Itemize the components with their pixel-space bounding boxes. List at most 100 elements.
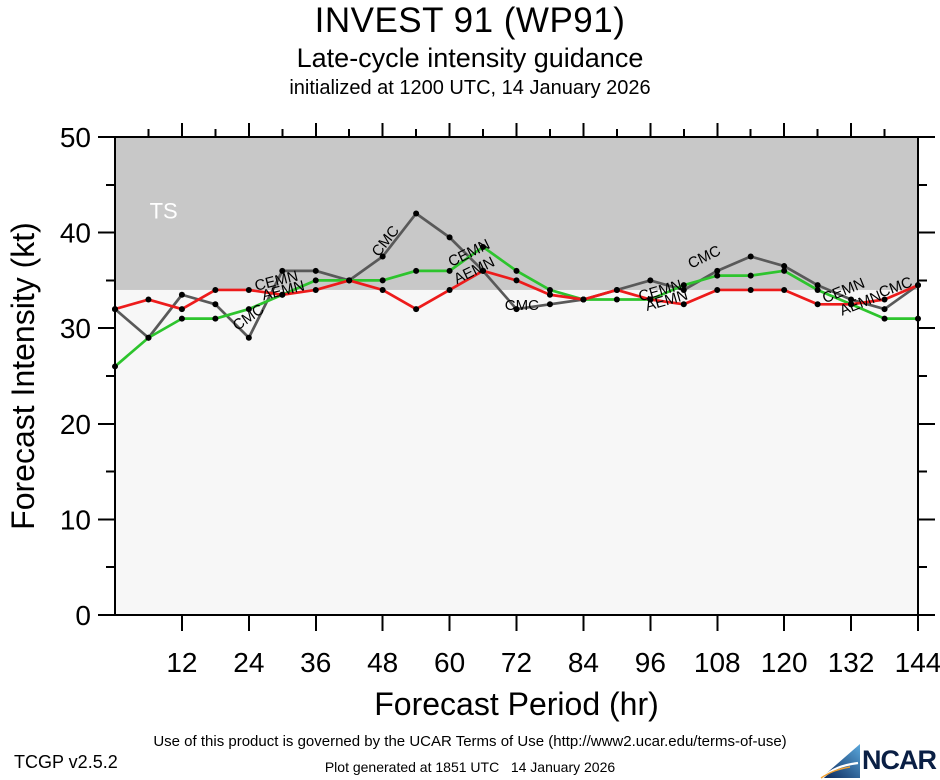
marker-cmc xyxy=(513,306,520,313)
marker-aemn xyxy=(680,301,687,308)
marker-cmc xyxy=(814,282,821,289)
page-title: INVEST 91 (WP91) xyxy=(314,1,626,40)
marker-aemn xyxy=(346,277,353,284)
ncar-logo: NCAR xyxy=(820,739,937,779)
marker-cmc xyxy=(747,253,754,260)
plot-background xyxy=(115,289,918,615)
marker-cemn xyxy=(178,315,185,322)
y-tick-label: 40 xyxy=(60,218,91,249)
x-tick-label: 132 xyxy=(828,647,875,678)
marker-cmc xyxy=(379,253,386,260)
marker-aemn xyxy=(814,301,821,308)
marker-cemn xyxy=(915,315,921,322)
plot-border xyxy=(114,136,919,616)
x-tick-label: 120 xyxy=(761,647,808,678)
y-tick-label: 20 xyxy=(60,409,91,440)
marker-aemn xyxy=(312,286,319,293)
marker-cmc xyxy=(714,267,721,274)
marker-cmc xyxy=(178,291,185,298)
marker-cemn xyxy=(379,277,386,284)
marker-cemn xyxy=(680,282,687,289)
marker-aemn xyxy=(413,306,420,313)
marker-cemn xyxy=(814,286,821,293)
marker-aemn xyxy=(212,286,219,293)
marker-cmc xyxy=(212,301,219,308)
marker-cemn xyxy=(212,315,219,322)
marker-cemn xyxy=(112,363,118,370)
x-tick-label: 60 xyxy=(434,647,465,678)
marker-aemn xyxy=(647,296,654,303)
marker-cmc xyxy=(680,286,687,293)
tcgp-version-text: TCGP v2.5.2 xyxy=(14,752,118,772)
marker-cemn xyxy=(413,267,420,274)
ts-band-label: TS xyxy=(150,198,178,223)
marker-cmc xyxy=(881,306,888,313)
marker-aemn xyxy=(915,282,921,289)
x-tick-label: 144 xyxy=(895,647,940,678)
x-tick-label: 72 xyxy=(501,647,532,678)
marker-aemn xyxy=(145,296,152,303)
y-tick-label: 10 xyxy=(60,504,91,535)
x-tick-label: 48 xyxy=(367,647,398,678)
init-time-line: initialized at 1200 UTC, 14 January 2026 xyxy=(289,77,651,99)
y-tick-label: 50 xyxy=(60,122,91,153)
title-block: INVEST 91 (WP91) Late-cycle intensity gu… xyxy=(0,0,940,101)
marker-aemn xyxy=(112,306,118,313)
marker-aemn xyxy=(379,286,386,293)
marker-aemn xyxy=(613,286,620,293)
plot-generated-text: Plot generated at 1851 UTC 14 January 20… xyxy=(324,759,616,775)
marker-cemn xyxy=(613,296,620,303)
marker-cemn xyxy=(546,286,553,293)
marker-aemn xyxy=(546,291,553,298)
marker-aemn xyxy=(781,286,788,293)
marker-aemn xyxy=(446,286,453,293)
marker-aemn xyxy=(848,301,855,308)
x-tick-label: 12 xyxy=(166,647,197,678)
ts-threshold-band xyxy=(115,137,918,290)
marker-cemn xyxy=(312,277,319,284)
marker-aemn xyxy=(513,277,520,284)
marker-cmc xyxy=(413,210,420,217)
marker-cemn xyxy=(513,267,520,274)
marker-cemn xyxy=(446,267,453,274)
x-tick-label: 36 xyxy=(300,647,331,678)
x-tick-label: 108 xyxy=(694,647,741,678)
marker-aemn xyxy=(580,296,587,303)
marker-cmc xyxy=(245,334,252,341)
x-tick-label: 96 xyxy=(635,647,666,678)
marker-cemn xyxy=(881,315,888,322)
marker-cmc xyxy=(848,296,855,303)
marker-cmc xyxy=(312,267,319,274)
logo-orange-arc xyxy=(820,766,851,779)
y-tick-label: 0 xyxy=(75,600,91,631)
marker-cemn xyxy=(145,334,152,341)
marker-cemn xyxy=(781,267,788,274)
x-axis-title: Forecast Period (hr) xyxy=(374,686,659,722)
marker-cemn xyxy=(714,272,721,279)
y-tick-label: 30 xyxy=(60,313,91,344)
marker-aemn xyxy=(881,296,888,303)
marker-cemn xyxy=(747,272,754,279)
marker-cmc xyxy=(446,234,453,241)
marker-aemn xyxy=(279,291,286,298)
marker-cmc xyxy=(546,301,553,308)
line-label-cmc: CMC xyxy=(505,297,539,314)
marker-aemn xyxy=(480,267,487,274)
marker-aemn xyxy=(178,306,185,313)
marker-aemn xyxy=(714,286,721,293)
marker-cemn xyxy=(480,243,487,250)
y-axis-title: Forecast Intensity (kt) xyxy=(5,222,41,530)
page-subtitle: Late-cycle intensity guidance xyxy=(296,43,644,73)
x-tick-label: 24 xyxy=(233,647,264,678)
marker-cmc xyxy=(647,277,654,284)
marker-aemn xyxy=(747,286,754,293)
x-tick-label: 84 xyxy=(568,647,599,678)
ncar-logo-triangle-icon xyxy=(820,744,860,779)
marker-cmc xyxy=(279,267,286,274)
terms-of-use-text: Use of this product is governed by the U… xyxy=(153,733,787,750)
marker-cemn xyxy=(245,306,252,313)
logo-sail-shape xyxy=(821,744,860,778)
ncar-logo-text: NCAR xyxy=(862,745,937,775)
marker-cmc xyxy=(781,263,788,270)
